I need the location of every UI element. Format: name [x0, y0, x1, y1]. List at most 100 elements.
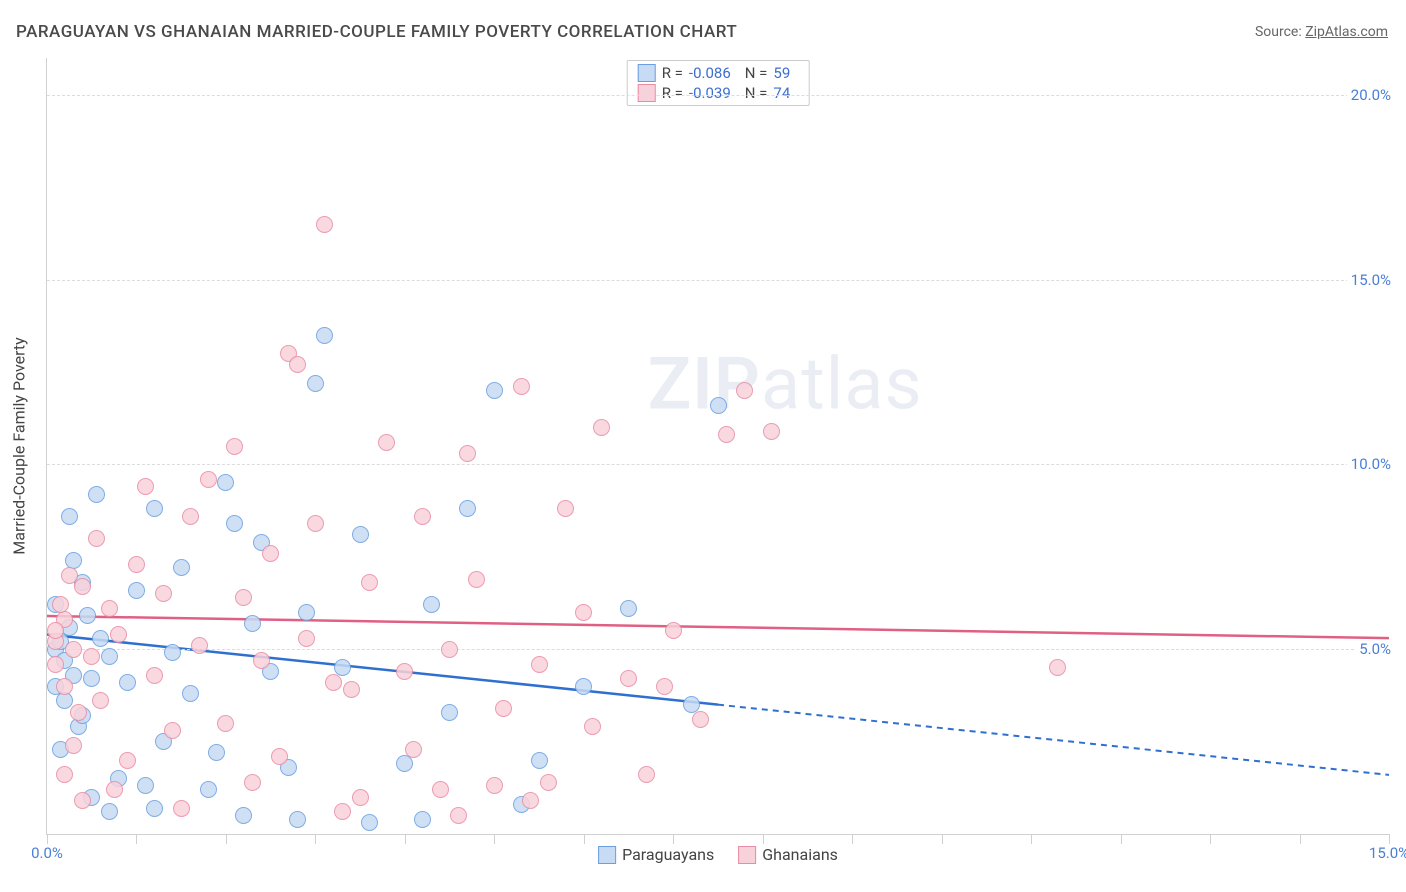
data-point [459, 445, 476, 462]
data-point [128, 582, 145, 599]
data-point [334, 803, 351, 820]
data-point [262, 545, 279, 562]
data-point [271, 748, 288, 765]
source-attribution: Source: ZipAtlas.com [1255, 24, 1388, 40]
data-point [47, 656, 64, 673]
data-point [101, 600, 118, 617]
data-point [74, 578, 91, 595]
data-point [173, 800, 190, 817]
data-point [665, 622, 682, 639]
data-point [575, 678, 592, 695]
x-tick [1389, 834, 1390, 844]
x-tick [47, 834, 48, 844]
data-point [244, 615, 261, 632]
x-tick [1121, 834, 1122, 844]
gridline-h [47, 280, 1389, 281]
source-link[interactable]: ZipAtlas.com [1305, 24, 1388, 40]
data-point [289, 356, 306, 373]
data-point [441, 704, 458, 721]
x-tick [673, 834, 674, 844]
data-point [620, 600, 637, 617]
data-point [92, 692, 109, 709]
source-label: Source: [1255, 24, 1305, 40]
stats-legend-box: R =-0.086N =59R =-0.039N =74 [627, 60, 810, 106]
trend-lines [47, 58, 1389, 834]
data-point [298, 604, 315, 621]
data-point [692, 711, 709, 728]
data-point [83, 648, 100, 665]
data-point [92, 630, 109, 647]
data-point [540, 774, 557, 791]
data-point [88, 486, 105, 503]
legend-swatch [638, 84, 656, 102]
gridline-h [47, 649, 1389, 650]
data-point [352, 789, 369, 806]
data-point [656, 678, 673, 695]
data-point [575, 604, 592, 621]
data-point [164, 722, 181, 739]
data-point [56, 766, 73, 783]
data-point [110, 626, 127, 643]
x-tick [226, 834, 227, 844]
stat-n-value: 74 [773, 84, 790, 102]
data-point [414, 508, 431, 525]
data-point [584, 718, 601, 735]
data-point [200, 471, 217, 488]
data-point [182, 685, 199, 702]
x-tick-label: 15.0% [1369, 844, 1406, 862]
data-point [307, 375, 324, 392]
data-point [298, 630, 315, 647]
data-point [155, 585, 172, 602]
data-point [79, 607, 96, 624]
data-point [513, 378, 530, 395]
data-point [316, 216, 333, 233]
data-point [620, 670, 637, 687]
data-point [593, 419, 610, 436]
stat-r-label: R = [662, 64, 683, 82]
x-tick [942, 834, 943, 844]
data-point [65, 641, 82, 658]
data-point [101, 648, 118, 665]
data-point [361, 814, 378, 831]
data-point [557, 500, 574, 517]
stat-r-value: -0.086 [689, 64, 731, 82]
data-point [137, 478, 154, 495]
data-point [83, 670, 100, 687]
data-point [316, 327, 333, 344]
legend-swatch [638, 64, 656, 82]
data-point [106, 781, 123, 798]
data-point [128, 556, 145, 573]
data-point [208, 744, 225, 761]
data-point [191, 637, 208, 654]
stat-r-value: -0.039 [689, 84, 731, 102]
data-point [352, 526, 369, 543]
data-point [414, 811, 431, 828]
legend-swatch [738, 846, 756, 864]
stat-n-label: N = [745, 84, 768, 102]
stat-n-value: 59 [773, 64, 790, 82]
y-tick-label: 5.0% [1355, 640, 1391, 658]
data-point [146, 500, 163, 517]
chart-title: PARAGUAYAN VS GHANAIAN MARRIED-COUPLE FA… [16, 22, 737, 42]
data-point [396, 663, 413, 680]
data-point [61, 508, 78, 525]
legend-label: Ghanaians [762, 845, 838, 864]
x-tick [1210, 834, 1211, 844]
x-tick [763, 834, 764, 844]
data-point [289, 811, 306, 828]
data-point [531, 752, 548, 769]
data-point [146, 667, 163, 684]
data-point [119, 752, 136, 769]
legend-item: Paraguayans [598, 845, 714, 864]
data-point [74, 792, 91, 809]
data-point [235, 589, 252, 606]
data-point [235, 807, 252, 824]
stat-n-label: N = [745, 64, 768, 82]
data-point [307, 515, 324, 532]
data-point [763, 423, 780, 440]
data-point [253, 652, 270, 669]
data-point [65, 737, 82, 754]
data-point [244, 774, 261, 791]
data-point [70, 704, 87, 721]
data-point [217, 715, 234, 732]
